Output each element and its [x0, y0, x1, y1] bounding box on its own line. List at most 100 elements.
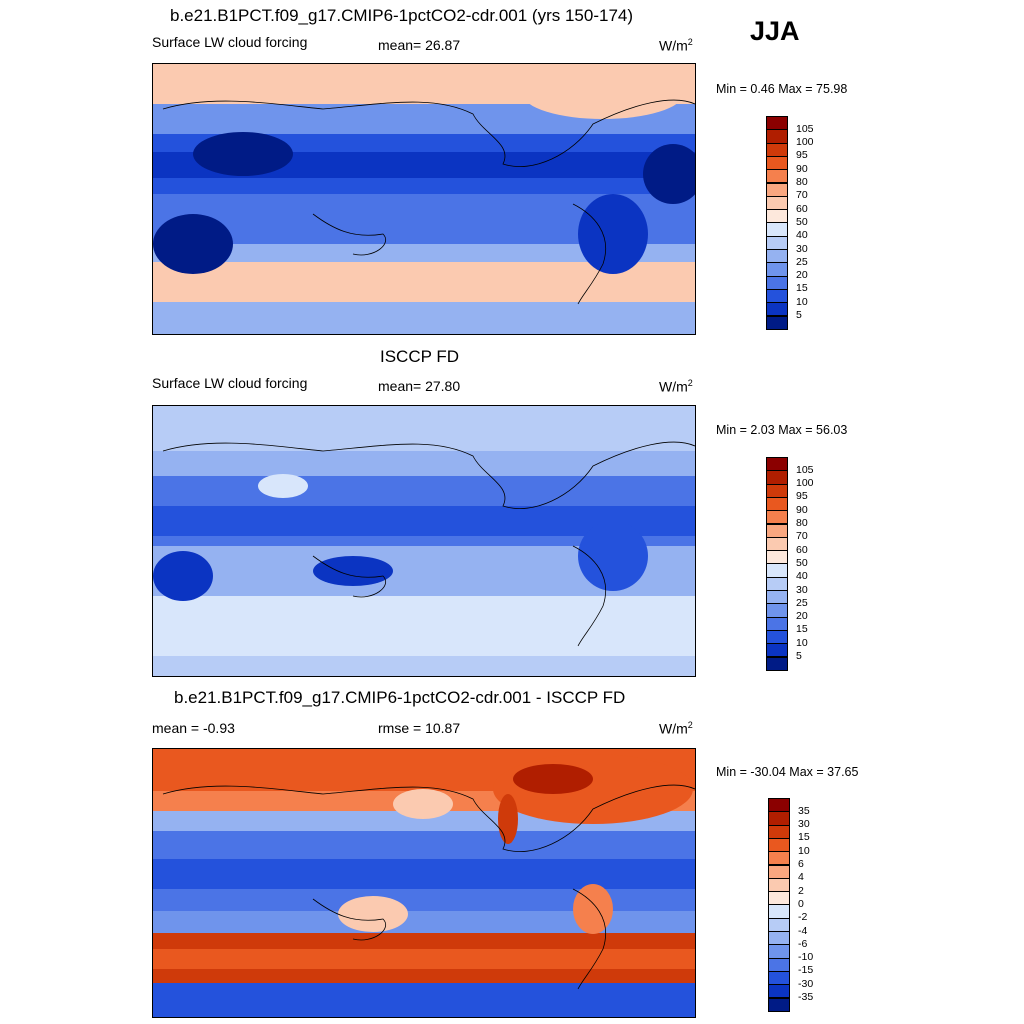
colorbar-tick-label: 2: [798, 884, 804, 897]
colorbar-swatch: [768, 997, 790, 1012]
panel1-title: b.e21.B1PCT.f09_g17.CMIP6-1pctCO2-cdr.00…: [170, 6, 634, 25]
colorbar-tick-label: 40: [796, 229, 808, 242]
colorbar-tick-label: 25: [796, 596, 808, 609]
colorbar-swatch: [766, 182, 788, 197]
colorbar-swatch: [768, 957, 790, 972]
colorbar-tick-label: 30: [796, 583, 808, 596]
colorbar-swatch: [768, 811, 790, 826]
colorbar-swatch: [766, 550, 788, 565]
colorbar-swatch: [768, 944, 790, 959]
colorbar-tick-label: 15: [796, 623, 808, 636]
colorbar-swatch: [766, 523, 788, 538]
colorbar-tick-label: -15: [798, 964, 814, 977]
colorbar-tick-label: 25: [796, 255, 808, 268]
colorbar-tick-label: 15: [796, 282, 808, 295]
colorbar-tick-label: -10: [798, 951, 814, 964]
colorbar-tick-label: 4: [798, 871, 804, 884]
panel1-mean-label: mean= 26.87: [378, 37, 461, 53]
colorbar-swatch: [766, 510, 788, 525]
colorbar-tick-label: 60: [796, 202, 808, 215]
panel1-units: W/m2: [659, 37, 693, 54]
colorbar-swatch: [766, 483, 788, 498]
colorbar-tick-label: 100: [796, 477, 814, 490]
colorbar-swatch: [768, 877, 790, 893]
panel2-title: ISCCP FD: [380, 347, 460, 366]
colorbar-swatch: [766, 288, 788, 304]
colorbar-swatch: [766, 470, 788, 485]
colorbar-tick-label: -6: [798, 937, 808, 950]
colorbar-swatch: [766, 222, 788, 237]
colorbar-swatch: [768, 904, 790, 919]
colorbar-swatch: [766, 116, 788, 131]
colorbar-swatch: [768, 864, 790, 879]
colorbar-swatch: [766, 169, 788, 184]
colorbar-tick-label: -4: [798, 924, 808, 937]
colorbar-tick-label: 0: [798, 897, 804, 910]
colorbar-tick-label: -30: [798, 977, 814, 990]
colorbar-tick-label: 90: [796, 162, 808, 175]
panel2-minmax: Min = 2.03 Max = 56.03: [716, 423, 848, 437]
colorbar-swatch: [766, 235, 788, 250]
colorbar-tick-label: 40: [796, 570, 808, 583]
panel3-minmax: Min = -30.04 Max = 37.65: [716, 765, 859, 779]
colorbar-swatch: [768, 970, 790, 986]
colorbar-swatch: [766, 536, 788, 552]
colorbar-tick-label: 30: [798, 818, 810, 831]
panel3-units: W/m2: [659, 720, 693, 737]
colorbar-swatch: [768, 837, 790, 853]
colorbar-swatch: [768, 798, 790, 813]
colorbar-swatch: [766, 616, 788, 631]
colorbar-tick-label: 80: [796, 176, 808, 188]
panel2-units: W/m2: [659, 378, 693, 395]
panel3-title: b.e21.B1PCT.f09_g17.CMIP6-1pctCO2-cdr.00…: [174, 688, 626, 707]
colorbar-tick-label: 105: [796, 122, 814, 135]
colorbar-swatch: [766, 209, 788, 224]
colorbar-swatch: [768, 891, 790, 906]
colorbar-tick-label: 95: [796, 149, 808, 162]
panel3-rmse-label: rmse = 10.87: [378, 720, 461, 736]
colorbar-swatch: [766, 563, 788, 578]
colorbar-tick-label: 6: [798, 858, 804, 870]
colorbar-swatch: [766, 590, 788, 605]
panel1-map: [152, 63, 696, 335]
colorbar-swatch: [766, 629, 788, 645]
colorbar-tick-label: 90: [796, 503, 808, 516]
colorbar-tick-label: 20: [796, 610, 808, 623]
colorbar-tick-label: 10: [796, 295, 808, 308]
colorbar-tick-label: 70: [796, 189, 808, 202]
colorbar-swatch: [768, 984, 790, 999]
panel1-variable-label: Surface LW cloud forcing: [152, 34, 308, 50]
colorbar-swatch: [766, 302, 788, 317]
colorbar-swatch: [766, 643, 788, 658]
colorbar-tick-label: 5: [796, 650, 802, 662]
colorbar-tick-label: 50: [796, 215, 808, 228]
colorbar-swatch: [768, 851, 790, 866]
season-label: JJA: [750, 16, 800, 46]
colorbar-tick-label: -35: [798, 991, 814, 1003]
colorbar-tick-label: 50: [796, 556, 808, 569]
colorbar-tick-label: 70: [796, 530, 808, 543]
panel3-map: [152, 748, 696, 1018]
panel2-variable-label: Surface LW cloud forcing: [152, 375, 308, 391]
panel1-minmax: Min = 0.46 Max = 75.98: [716, 82, 848, 96]
colorbar-tick-label: 20: [796, 269, 808, 282]
colorbar-swatch: [766, 656, 788, 671]
colorbar-swatch: [766, 576, 788, 591]
colorbar-swatch: [766, 155, 788, 171]
colorbar-swatch: [766, 275, 788, 290]
colorbar-tick-label: 10: [798, 844, 810, 857]
colorbar-swatch: [766, 315, 788, 330]
colorbar-tick-label: 105: [796, 463, 814, 476]
colorbar-swatch: [766, 249, 788, 264]
panel3-mean-label: mean = -0.93: [152, 720, 235, 736]
colorbar-tick-label: 35: [798, 804, 810, 817]
colorbar-tick-label: 80: [796, 517, 808, 529]
colorbar-swatch: [766, 457, 788, 472]
colorbar-tick-label: 100: [796, 136, 814, 149]
colorbar-swatch: [766, 129, 788, 144]
colorbar-swatch: [766, 603, 788, 618]
colorbar-swatch: [768, 824, 790, 839]
panel1-colorbar: 105 100 95 90 80 70 60 50 40 30 25 20 15 10 5: [766, 116, 826, 330]
panel3-colorbar: 35 30 15 10 6 4 2 0 -2 -4 -6 -10 -15 -30 -35: [768, 798, 828, 1012]
colorbar-swatch: [768, 931, 790, 946]
